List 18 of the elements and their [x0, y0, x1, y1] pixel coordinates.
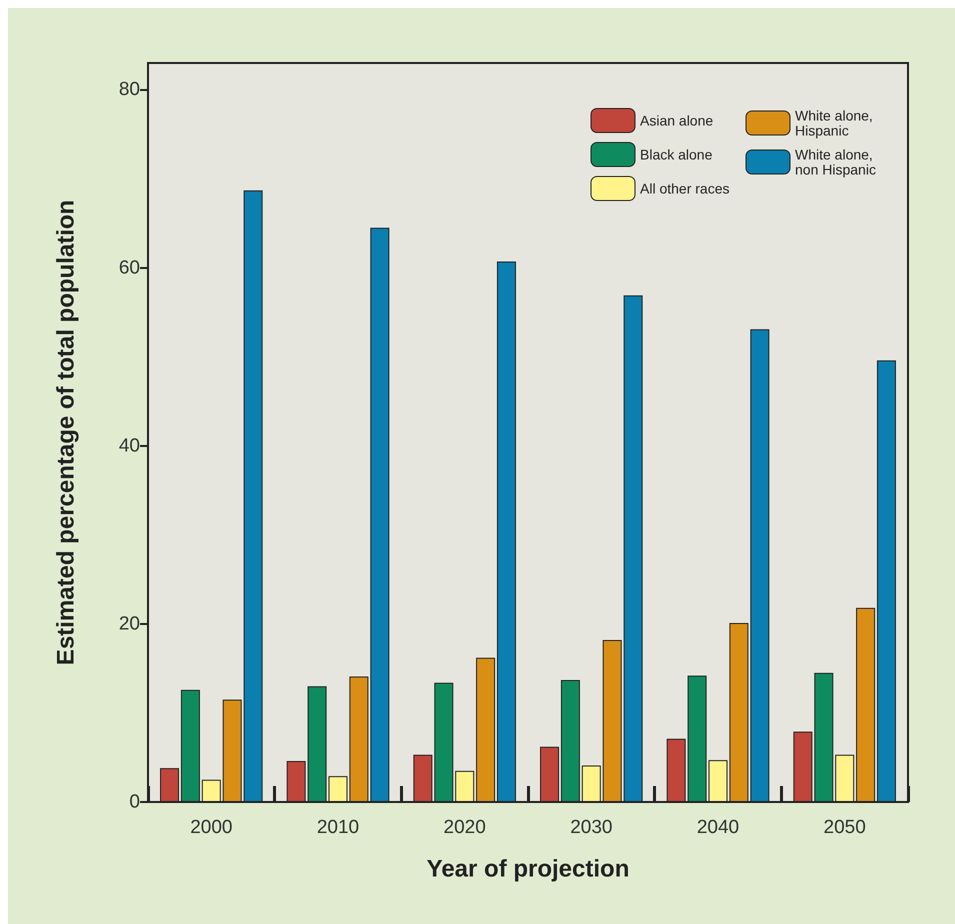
y-tick-label: 20: [118, 613, 140, 634]
x-tick-label: 2020: [444, 817, 486, 838]
legend-label: Asian alone: [640, 112, 714, 128]
legend-label: White alone, non Hispanic: [795, 146, 877, 178]
y-axis-title: Estimated percentage of total population: [52, 200, 80, 666]
x-tick-label: 2030: [570, 817, 612, 838]
x-tick-label: 2010: [316, 817, 360, 838]
legend-label: Black alone: [640, 146, 713, 162]
y-tick-label: 80: [118, 79, 140, 100]
x-tick-label: 2040: [696, 817, 740, 838]
legend-label: White alone, Hispanic: [795, 108, 877, 138]
x-tick-label: 2050: [824, 817, 866, 838]
legend-label: All other races: [640, 180, 730, 196]
y-tick-label: 60: [118, 257, 140, 278]
x-tick-label: 2000: [190, 817, 232, 838]
x-axis-title: Year of projection: [426, 856, 630, 882]
y-tick-label: 0: [129, 792, 140, 812]
y-tick-label: 40: [118, 435, 140, 456]
